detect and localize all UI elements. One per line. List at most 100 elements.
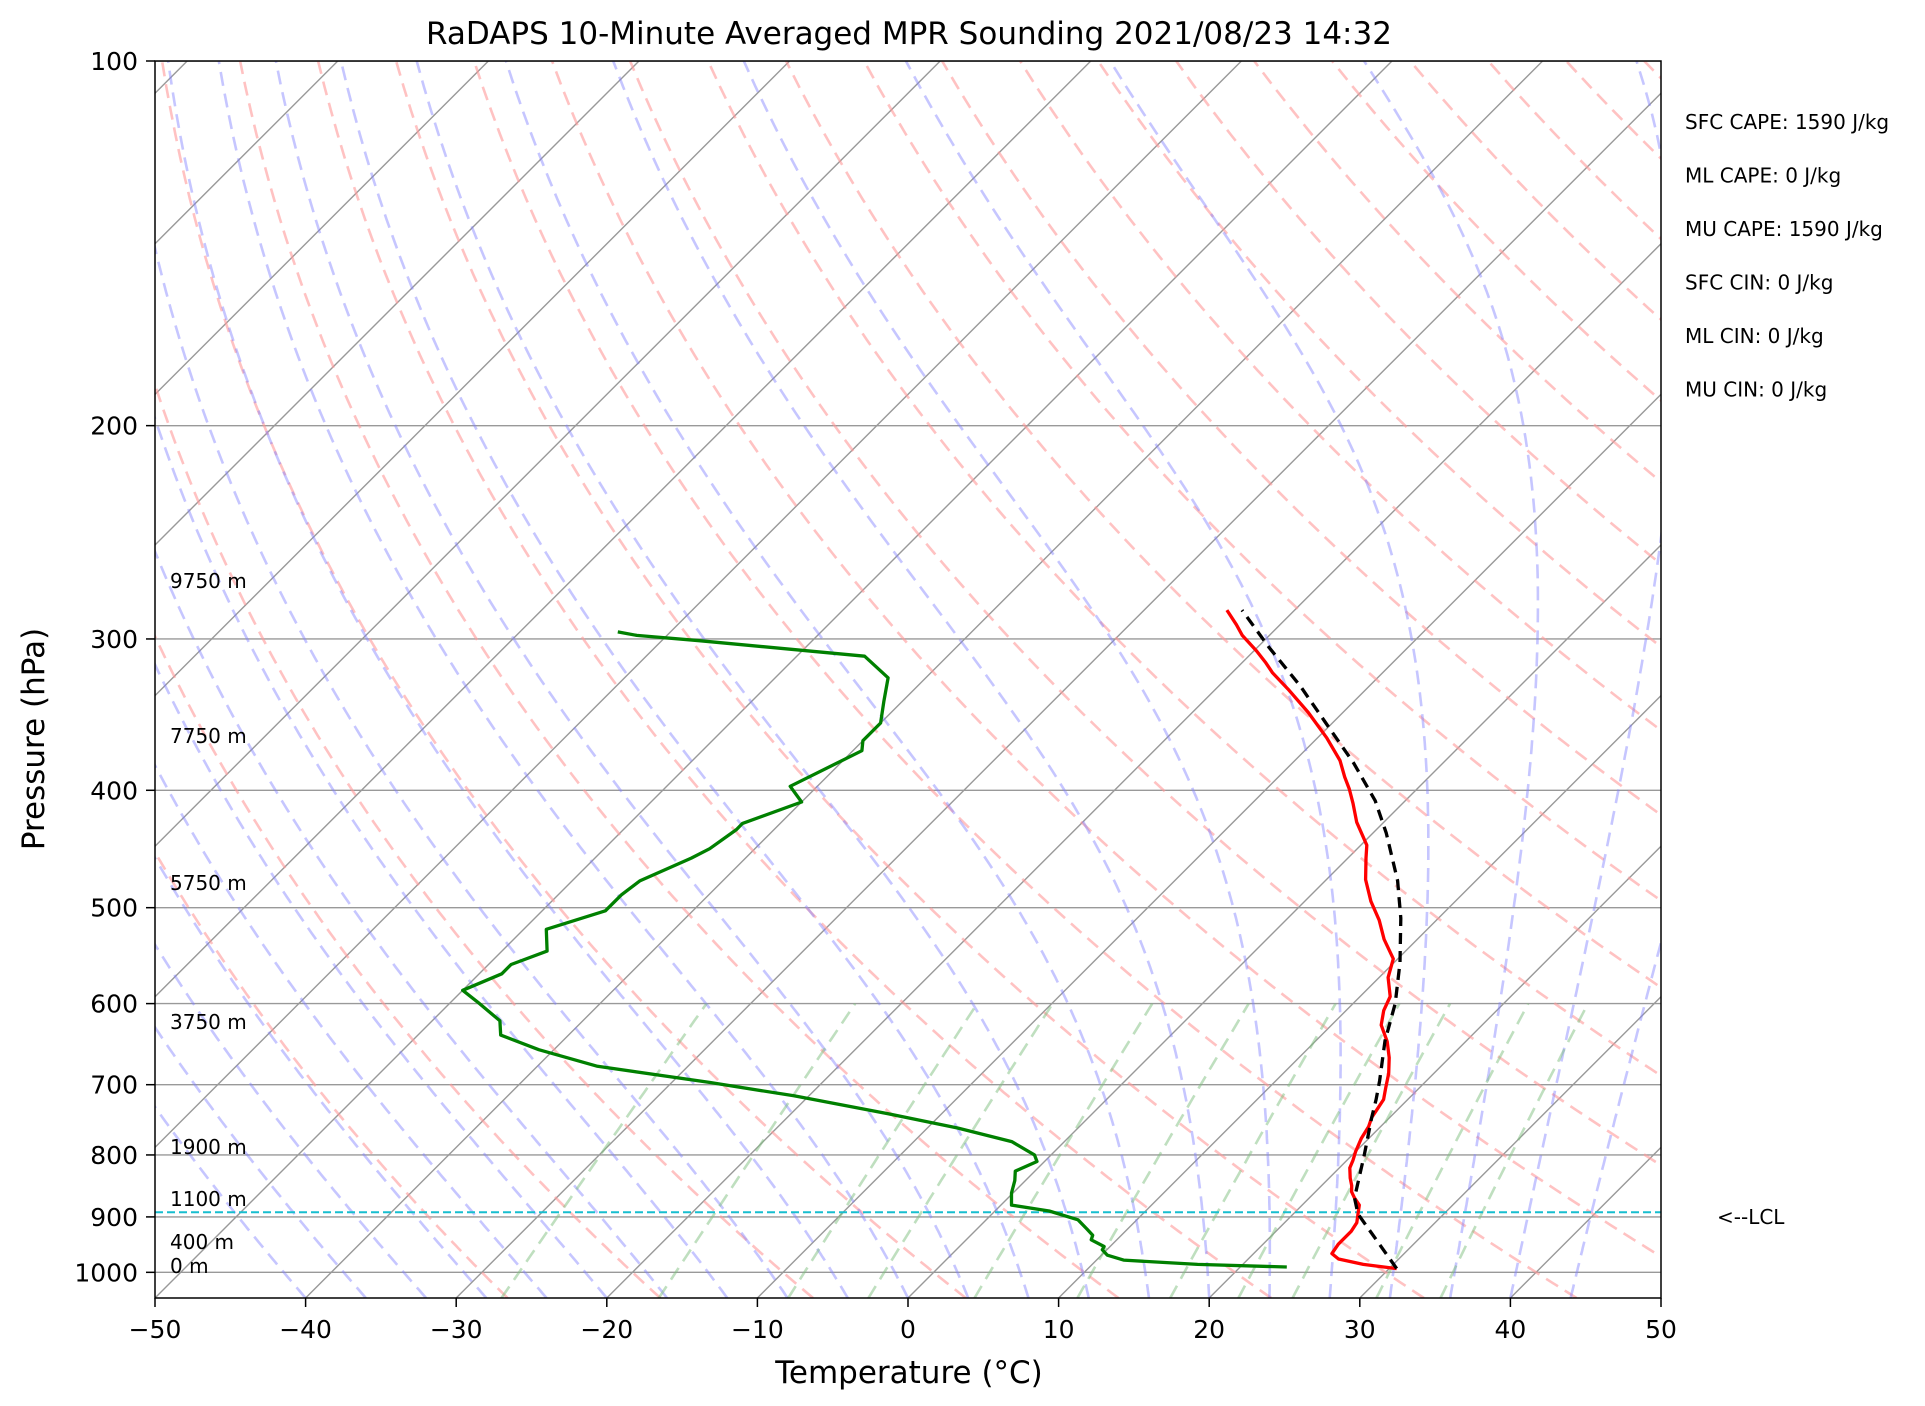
moist-adiabat	[1509, 61, 1661, 1298]
x-tick-label: −30	[430, 1315, 483, 1344]
y-tick-label: 100	[90, 47, 138, 76]
moist-adiabat	[155, 661, 608, 1298]
isotherm-line	[155, 61, 1242, 1149]
mixing-ratio-line	[1237, 1002, 1401, 1298]
x-tick-label: −40	[279, 1315, 332, 1344]
dry-adiabat	[1878, 61, 1925, 1298]
dry-adiabat	[862, 61, 1661, 903]
dry-adiabat	[1487, 61, 1661, 241]
height-label: 400 m	[170, 1230, 234, 1254]
isotherm-line	[1509, 1146, 1661, 1298]
stat-label: SFC CIN: 0 J/kg	[1685, 271, 1833, 295]
height-label: 0 m	[170, 1254, 209, 1278]
isotherm-line	[305, 61, 1544, 1298]
y-tick-label: 400	[90, 776, 138, 805]
dry-adiabat	[1253, 61, 1661, 484]
dry-adiabat	[155, 849, 509, 1298]
dry-adiabat	[394, 61, 1425, 1298]
moist-adiabat	[1108, 61, 1430, 1298]
moist-adiabat	[155, 762, 548, 1298]
moist-adiabat	[1363, 61, 1540, 1298]
y-tick-label: 600	[90, 990, 138, 1019]
isotherm-line	[455, 92, 1661, 1298]
mixing-ratio-line	[867, 1002, 1054, 1298]
y-tick-label: 700	[90, 1071, 138, 1100]
moist-adiabat	[217, 61, 910, 1298]
moist-adiabat	[166, 61, 849, 1298]
moist-adiabat	[155, 548, 669, 1298]
axes: −50 −40 −30 −20 −10 0 10 20 30 40 50 100 200 300 400 50…	[74, 47, 1677, 1344]
moist-adiabat	[415, 61, 1090, 1298]
dry-adiabat	[1019, 61, 1661, 732]
moist-adiabat	[155, 855, 488, 1298]
annotations: 9750 m 7750 m 5750 m 3750 m 1900 m 1100 m 400 …	[170, 110, 1889, 1278]
dry-adiabat	[155, 380, 814, 1298]
mixing-ratio-line	[1169, 1002, 1337, 1298]
dry-adiabat	[316, 61, 1272, 1298]
moist-adiabat	[155, 414, 729, 1298]
x-tick-label: −20	[580, 1315, 633, 1344]
x-tick-label: 20	[1193, 1315, 1225, 1344]
dry-adiabat	[1331, 61, 1661, 403]
stat-label: ML CAPE: 0 J/kg	[1685, 164, 1841, 188]
mixing-ratio-line	[1375, 1002, 1530, 1298]
stat-label: ML CIN: 0 J/kg	[1685, 324, 1824, 348]
x-tick-label: −50	[129, 1315, 182, 1344]
chart-title: RaDAPS 10-Minute Averaged MPR Sounding 2…	[426, 16, 1392, 52]
dry-adiabat	[940, 61, 1661, 817]
isotherm-line	[1058, 694, 1661, 1298]
dry-adiabat	[155, 633, 662, 1298]
moist-adiabat	[742, 61, 1272, 1298]
height-label: 9750 m	[170, 569, 247, 593]
dry-adiabat	[1643, 61, 1661, 81]
x-tick-label: 30	[1344, 1315, 1376, 1344]
isotherm-line	[1660, 1297, 1661, 1298]
background-lines	[155, 61, 1925, 1298]
mixing-ratio-line	[1076, 1002, 1250, 1298]
mixing-ratio-line	[787, 1002, 979, 1298]
height-label: 1900 m	[170, 1135, 247, 1159]
x-tick-label: 50	[1645, 1315, 1677, 1344]
isotherm-line	[155, 61, 489, 396]
dry-adiabat	[1097, 61, 1661, 649]
height-label: 5750 m	[170, 871, 247, 895]
series-lines	[155, 609, 1661, 1271]
y-tick-label: 1000	[74, 1258, 138, 1287]
mixing-ratio-line	[1291, 1002, 1452, 1298]
isotherm-line	[155, 61, 791, 697]
dry-adiabat	[1722, 61, 1925, 1298]
dewpoint-profile	[461, 630, 1287, 1269]
height-label: 7750 m	[170, 724, 247, 748]
temperature-profile	[1225, 609, 1397, 1271]
stat-label: MU CIN: 0 J/kg	[1685, 378, 1827, 402]
y-tick-label: 800	[90, 1141, 138, 1170]
parcel-profile	[1240, 609, 1403, 1270]
isotherm-line	[155, 61, 1393, 1298]
isotherm-line	[606, 242, 1661, 1298]
y-tick-label: 500	[90, 894, 138, 923]
moist-adiabat	[1569, 937, 1661, 1298]
height-label: 3750 m	[170, 1010, 247, 1034]
moist-adiabat	[155, 1025, 367, 1298]
moist-adiabat	[904, 61, 1342, 1298]
dry-adiabat	[238, 61, 1120, 1298]
dry-adiabat	[550, 61, 1661, 1259]
dry-adiabat	[706, 61, 1661, 1078]
dry-adiabat	[160, 61, 967, 1298]
height-label: 1100 m	[170, 1187, 247, 1211]
dry-adiabat	[628, 61, 1661, 1167]
y-tick-label: 900	[90, 1203, 138, 1232]
isotherm-line	[1359, 995, 1661, 1298]
x-axis-label: Temperature (°C)	[774, 1355, 1043, 1391]
lcl-label: <--LCL	[1717, 1205, 1785, 1229]
dry-adiabat	[1565, 61, 1661, 161]
moist-adiabat	[155, 242, 789, 1298]
x-tick-label: −10	[731, 1315, 784, 1344]
mixing-ratio-line	[1439, 1003, 1590, 1298]
isotherm-line	[155, 61, 640, 546]
moist-adiabat	[155, 942, 428, 1298]
moist-adiabat	[504, 61, 1151, 1298]
isotherm-line	[1812, 61, 1925, 1298]
x-tick-label: 0	[900, 1315, 916, 1344]
